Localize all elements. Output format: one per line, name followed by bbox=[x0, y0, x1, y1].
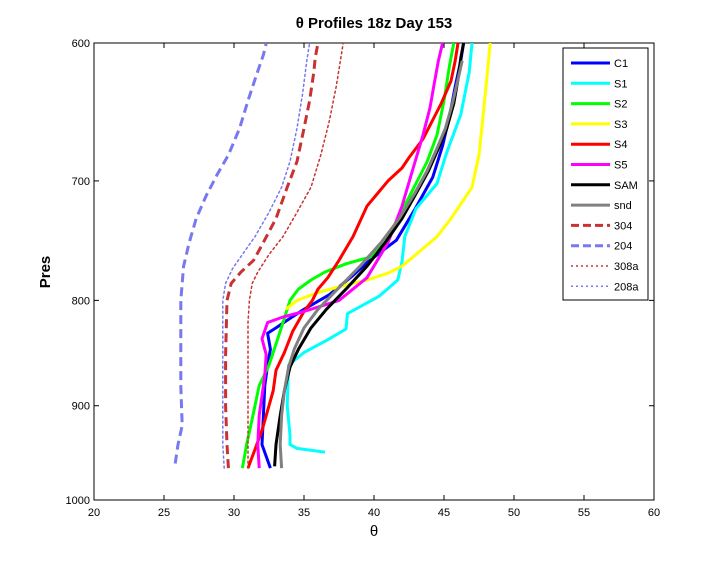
legend-label-S5: S5 bbox=[614, 160, 627, 172]
x-tick-label: 20 bbox=[88, 507, 100, 519]
plot-area bbox=[93, 42, 655, 501]
legend-label-SAM: SAM bbox=[614, 180, 638, 192]
x-tick-label: 60 bbox=[648, 507, 660, 519]
x-tick-label: 55 bbox=[578, 507, 590, 519]
series-line-S3 bbox=[284, 43, 492, 311]
axis-ticks: 20 25 30 35 40 45 50 55 60 600 700 800 900 1000 bbox=[66, 38, 661, 519]
y-tick-label: 1000 bbox=[66, 495, 90, 507]
legend-label-S3: S3 bbox=[614, 119, 627, 131]
series-line-304 bbox=[224, 43, 320, 469]
y-tick-label: 900 bbox=[72, 401, 90, 413]
series-line-S1 bbox=[285, 43, 474, 454]
series-line-208a bbox=[222, 43, 311, 469]
x-axis-label: θ bbox=[370, 523, 378, 540]
legend-label-304: 304 bbox=[614, 220, 632, 232]
x-tick-label: 35 bbox=[298, 507, 310, 519]
series-layer bbox=[173, 43, 492, 469]
y-tick-label: 800 bbox=[72, 295, 90, 307]
legend-label-S2: S2 bbox=[614, 99, 627, 111]
x-tick-label: 30 bbox=[228, 507, 240, 519]
series-line-S5 bbox=[256, 43, 445, 469]
series-line-S2 bbox=[240, 43, 456, 469]
x-tick-label: 25 bbox=[158, 507, 170, 519]
series-line-S4 bbox=[246, 43, 460, 469]
x-tick-label: 40 bbox=[368, 507, 380, 519]
y-tick-label: 600 bbox=[72, 38, 90, 50]
series-line-204 bbox=[173, 43, 268, 464]
legend-label-C1: C1 bbox=[614, 58, 628, 70]
chart-title: θ Profiles 18z Day 153 bbox=[296, 15, 453, 32]
legend-label-S4: S4 bbox=[614, 139, 627, 151]
legend-label-308a: 308a bbox=[614, 261, 639, 273]
legend-label-204: 204 bbox=[614, 241, 632, 253]
legend-label-208a: 208a bbox=[614, 281, 639, 293]
legend: C1 S1 S2 S3 S4 S5 SAM snd 304 204 308a 208a bbox=[562, 47, 649, 301]
legend-label-S1: S1 bbox=[614, 78, 627, 90]
series-line-snd bbox=[278, 60, 464, 469]
x-tick-label: 50 bbox=[508, 507, 520, 519]
legend-box bbox=[562, 47, 649, 301]
x-tick-label: 45 bbox=[438, 507, 450, 519]
y-axis-label: Pres bbox=[37, 256, 54, 289]
series-line-308a bbox=[247, 43, 344, 469]
y-tick-label: 700 bbox=[72, 176, 90, 188]
legend-label-snd: snd bbox=[614, 200, 632, 212]
